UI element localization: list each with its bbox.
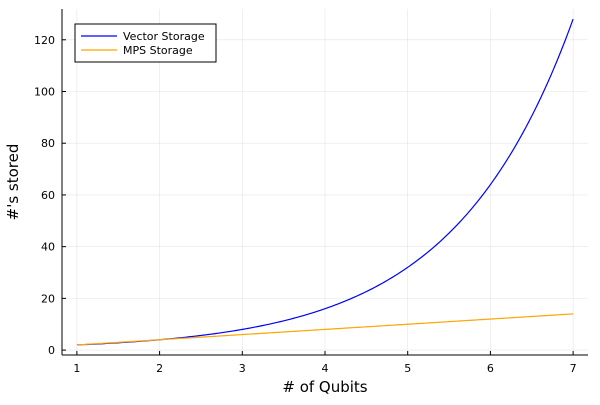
y-tick-label: 40: [41, 241, 55, 254]
legend-box: [74, 23, 217, 63]
y-tick-label: 120: [34, 34, 55, 47]
grid-lines: [62, 9, 588, 355]
x-tick-label: 2: [156, 362, 163, 375]
x-tick-label: 3: [239, 362, 246, 375]
y-axis-title: #'s stored: [4, 144, 22, 221]
tick-labels: 1 2 3 4 5 6 7 0 20 40 60 80 100 120: [34, 34, 577, 375]
data-series: [76, 18, 574, 346]
x-tick-label: 1: [73, 362, 80, 375]
y-tick-label: 0: [48, 344, 55, 357]
x-tick-label: 6: [487, 362, 494, 375]
series-line-mps-storage: [76, 313, 574, 346]
axes: [61, 9, 588, 356]
y-tick-label: 60: [41, 189, 55, 202]
y-tick-label: 20: [41, 292, 55, 305]
x-tick-label: 7: [570, 362, 577, 375]
y-tick-label: 80: [41, 137, 55, 150]
legend-label: MPS Storage: [123, 44, 193, 57]
y-tick-label: 100: [34, 85, 55, 98]
x-axis-title: # of Qubits: [282, 378, 367, 396]
x-tick-label: 5: [404, 362, 411, 375]
legend-label: Vector Storage: [123, 30, 205, 43]
x-tick-label: 4: [322, 362, 329, 375]
